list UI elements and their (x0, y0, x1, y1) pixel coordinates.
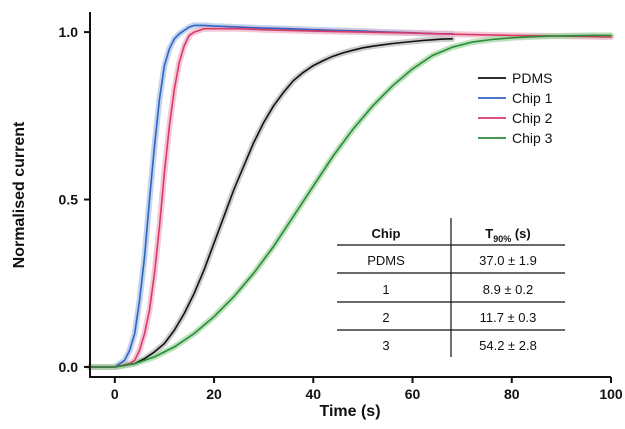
y-ticks: 0.0 0.5 1.0 (59, 24, 90, 375)
x-ticks: 0 20 40 60 80 100 (111, 377, 623, 402)
table-cell-t90: 37.0 ± 1.9 (479, 253, 537, 268)
legend-label: Chip 2 (512, 110, 553, 126)
table-cell-t90: 11.7 ± 0.3 (480, 310, 537, 325)
t90-table: Chip T90% (s) PDMS 37.0 ± 1.9 1 8.9 ± 0.… (337, 218, 565, 357)
series-band (87, 22, 456, 370)
y-tick-label: 0.0 (59, 359, 79, 375)
x-tick-label: 20 (206, 386, 222, 402)
series-lines (89, 24, 612, 368)
x-tick-label: 100 (599, 386, 623, 402)
y-tick-label: 1.0 (59, 24, 79, 40)
t90-unit: (s) (511, 226, 531, 241)
series-band (87, 35, 456, 370)
t90-symbol: T (485, 226, 493, 241)
legend-label: Chip 3 (512, 130, 553, 146)
table-cell-chip: 1 (382, 282, 389, 297)
table-cell-t90: 54.2 ± 2.8 (479, 338, 537, 353)
axes (89, 12, 611, 378)
x-axis-title: Time (s) (319, 403, 380, 420)
x-tick-label: 80 (504, 386, 520, 402)
table-cell-chip: 3 (382, 338, 389, 353)
series-line (89, 27, 612, 368)
y-tick-label: 0.5 (59, 192, 79, 208)
legend: PDMS Chip 1 Chip 2 Chip 3 (478, 70, 553, 146)
legend-label: Chip 1 (512, 90, 553, 106)
legend-label: PDMS (512, 70, 552, 86)
series-line (89, 34, 612, 368)
series-line (89, 37, 454, 368)
table-header-t90: T90% (s) (485, 226, 530, 244)
table-cell-t90: 8.9 ± 0.2 (483, 282, 534, 297)
t90-subscript: 90% (493, 234, 511, 244)
table-cell-chip: 2 (382, 310, 389, 325)
table-header-chip: Chip (372, 226, 401, 241)
y-axis-title: Normalised current (11, 121, 28, 268)
table-cell-chip: PDMS (367, 253, 405, 268)
x-tick-label: 40 (305, 386, 321, 402)
x-tick-label: 60 (405, 386, 421, 402)
series-line (89, 24, 454, 368)
x-tick-label: 0 (111, 386, 119, 402)
